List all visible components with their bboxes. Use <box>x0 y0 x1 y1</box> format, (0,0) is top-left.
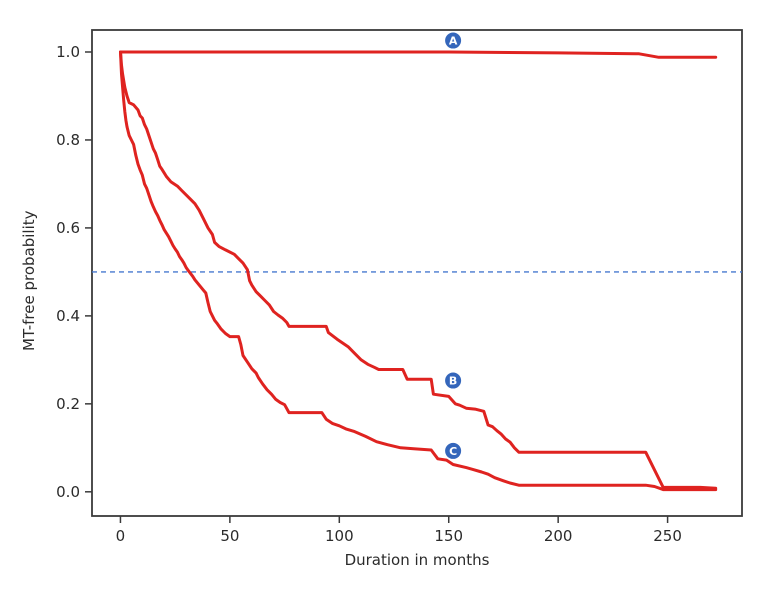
y-axis-label: MT-free probability <box>20 210 38 352</box>
curve-label-C-badge <box>445 442 462 459</box>
x-tick-label: 0 <box>116 527 126 545</box>
y-tick-label: 0.0 <box>56 483 80 501</box>
curve-label-A-badge <box>445 32 462 49</box>
x-tick-label: 200 <box>544 527 573 545</box>
y-tick-label: 0.8 <box>56 131 80 149</box>
y-tick-label: 1.0 <box>56 43 80 61</box>
x-tick-label: 150 <box>434 527 463 545</box>
y-tick-label: 0.2 <box>56 395 80 413</box>
y-tick-label: 0.6 <box>56 219 80 237</box>
curve-label-B-badge <box>445 372 462 389</box>
curve-A-line <box>119 50 718 59</box>
plot-border <box>91 29 743 517</box>
curve-label-A-text: A <box>449 35 458 48</box>
x-tick-label: 50 <box>220 527 239 545</box>
x-axis-label: Duration in months <box>344 551 490 569</box>
x-tick-label: 100 <box>325 527 354 545</box>
curve-label-B-text: B <box>449 375 457 388</box>
curve-C-line <box>119 50 718 492</box>
y-tick-label: 0.4 <box>56 307 80 325</box>
curve-B-line <box>119 50 718 490</box>
curve-label-C-text: C <box>449 445 457 458</box>
x-tick-label: 250 <box>653 527 682 545</box>
